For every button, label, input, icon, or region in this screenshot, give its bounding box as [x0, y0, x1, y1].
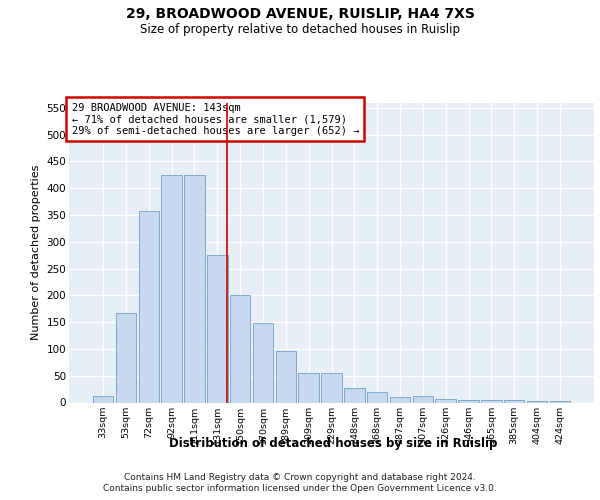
Bar [230, 296, 250, 403]
Bar [298, 373, 319, 402]
Bar [253, 323, 273, 402]
Bar [436, 399, 456, 402]
Bar [93, 396, 113, 402]
Text: Size of property relative to detached houses in Ruislip: Size of property relative to detached ho… [140, 22, 460, 36]
Bar [321, 373, 342, 402]
Bar [481, 400, 502, 402]
Bar [504, 400, 524, 402]
Bar [458, 400, 479, 402]
Y-axis label: Number of detached properties: Number of detached properties [31, 165, 41, 340]
Bar [161, 175, 182, 402]
Text: Distribution of detached houses by size in Ruislip: Distribution of detached houses by size … [169, 438, 497, 450]
Text: Contains public sector information licensed under the Open Government Licence v3: Contains public sector information licen… [103, 484, 497, 493]
Bar [367, 392, 388, 402]
Text: 29, BROADWOOD AVENUE, RUISLIP, HA4 7XS: 29, BROADWOOD AVENUE, RUISLIP, HA4 7XS [125, 8, 475, 22]
Bar [413, 396, 433, 402]
Bar [116, 312, 136, 402]
Bar [275, 350, 296, 403]
Bar [207, 255, 227, 402]
Bar [550, 401, 570, 402]
Bar [139, 212, 159, 402]
Bar [184, 175, 205, 402]
Bar [390, 396, 410, 402]
Bar [344, 388, 365, 402]
Text: 29 BROADWOOD AVENUE: 143sqm
← 71% of detached houses are smaller (1,579)
29% of : 29 BROADWOOD AVENUE: 143sqm ← 71% of det… [71, 102, 359, 136]
Text: Contains HM Land Registry data © Crown copyright and database right 2024.: Contains HM Land Registry data © Crown c… [124, 472, 476, 482]
